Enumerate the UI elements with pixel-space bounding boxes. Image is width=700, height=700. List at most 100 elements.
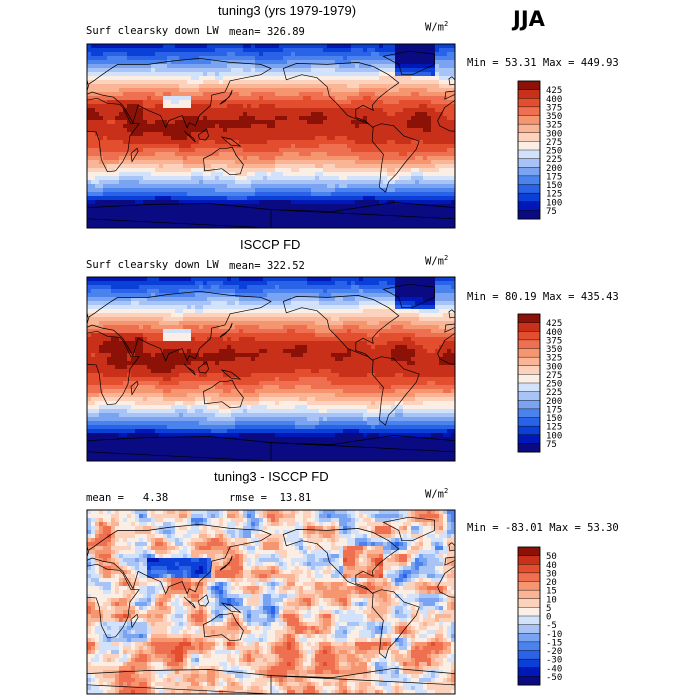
map-cell bbox=[107, 124, 112, 129]
map-cell bbox=[111, 297, 116, 302]
map-cell bbox=[279, 220, 284, 225]
map-cell bbox=[171, 84, 176, 89]
map-cell bbox=[211, 281, 216, 286]
map-cell bbox=[363, 172, 368, 177]
map-cell bbox=[367, 128, 372, 133]
map-cell bbox=[251, 168, 256, 173]
map-cell bbox=[267, 144, 272, 149]
map-cell bbox=[207, 285, 212, 290]
map-cell bbox=[247, 76, 252, 81]
map-cell bbox=[267, 52, 272, 57]
map-cell bbox=[355, 72, 360, 77]
map-cell bbox=[187, 96, 192, 101]
map-cell bbox=[211, 68, 216, 73]
map-cell bbox=[103, 144, 108, 149]
map-cell bbox=[447, 124, 452, 129]
map-cell bbox=[131, 297, 136, 302]
map-cell bbox=[151, 156, 156, 161]
map-cell bbox=[151, 48, 156, 53]
map-cell bbox=[191, 124, 196, 129]
map-cell bbox=[395, 60, 400, 65]
map-cell bbox=[139, 164, 144, 169]
map-cell bbox=[179, 285, 184, 290]
map-cell bbox=[143, 140, 148, 145]
map-cell bbox=[267, 72, 272, 77]
map-cell bbox=[283, 220, 288, 225]
map-cell bbox=[439, 220, 444, 225]
map-cell bbox=[415, 204, 420, 209]
map-cell bbox=[103, 188, 108, 193]
map-cell bbox=[395, 224, 400, 228]
map-cell bbox=[391, 180, 396, 185]
map-cell bbox=[219, 188, 224, 193]
map-cell bbox=[351, 188, 356, 193]
map-cell bbox=[319, 216, 324, 221]
map-cell bbox=[435, 176, 440, 181]
map-cell bbox=[139, 204, 144, 209]
map-cell bbox=[343, 297, 348, 302]
map-cell bbox=[135, 220, 140, 225]
panel3-mean: mean = 4.38 bbox=[86, 492, 168, 504]
map-cell bbox=[263, 152, 268, 157]
map-cell bbox=[295, 120, 300, 125]
map-cell bbox=[443, 80, 448, 85]
map-cell bbox=[399, 124, 404, 129]
map-cell bbox=[367, 76, 372, 81]
map-cell bbox=[335, 44, 340, 49]
map-cell bbox=[123, 136, 128, 141]
map-cell bbox=[435, 136, 440, 141]
map-cell bbox=[451, 156, 455, 161]
map-cell bbox=[443, 144, 448, 149]
map-cell bbox=[175, 277, 180, 282]
map-cell bbox=[335, 80, 340, 85]
map-cell bbox=[95, 104, 100, 109]
map-cell bbox=[251, 104, 256, 109]
map-cell bbox=[191, 297, 196, 302]
map-cell bbox=[107, 56, 112, 61]
map-cell bbox=[95, 44, 100, 49]
map-cell bbox=[87, 305, 92, 310]
map-cell bbox=[447, 172, 452, 177]
map-cell bbox=[143, 132, 148, 137]
map-cell bbox=[163, 112, 168, 117]
map-cell bbox=[311, 196, 316, 201]
map-cell bbox=[403, 224, 408, 228]
map-cell bbox=[179, 148, 184, 153]
map-cell bbox=[359, 120, 364, 125]
map-cell bbox=[303, 60, 308, 65]
map-cell bbox=[279, 96, 284, 101]
map-cell bbox=[443, 285, 448, 290]
map-cell bbox=[411, 224, 416, 228]
map-cell bbox=[259, 212, 264, 217]
map-cell bbox=[171, 301, 176, 306]
map-cell bbox=[263, 60, 268, 65]
colorbar-swatch bbox=[517, 149, 541, 160]
map-cell bbox=[327, 224, 332, 228]
coastline bbox=[371, 123, 420, 193]
map-cell bbox=[207, 208, 212, 213]
map-cell bbox=[327, 200, 332, 205]
map-cell bbox=[279, 128, 284, 133]
map-cell bbox=[331, 180, 336, 185]
map-cell bbox=[127, 293, 132, 298]
map-cell bbox=[179, 68, 184, 73]
map-cell bbox=[231, 277, 236, 282]
map-cell bbox=[231, 88, 236, 93]
map-cell bbox=[191, 44, 196, 49]
map-cell bbox=[171, 76, 176, 81]
map-cell bbox=[419, 285, 424, 290]
map-cell bbox=[143, 188, 148, 193]
map-cell bbox=[423, 152, 428, 157]
map-cell bbox=[255, 172, 260, 177]
map-cell bbox=[143, 192, 148, 197]
map-cell bbox=[415, 128, 420, 133]
map-cell bbox=[103, 152, 108, 157]
map-cell bbox=[323, 60, 328, 65]
map-cell bbox=[179, 144, 184, 149]
map-cell bbox=[371, 168, 376, 173]
map-cell bbox=[299, 204, 304, 209]
map-cell bbox=[367, 80, 372, 85]
map-cell bbox=[147, 116, 152, 121]
map-cell bbox=[115, 168, 120, 173]
map-cell bbox=[247, 52, 252, 57]
